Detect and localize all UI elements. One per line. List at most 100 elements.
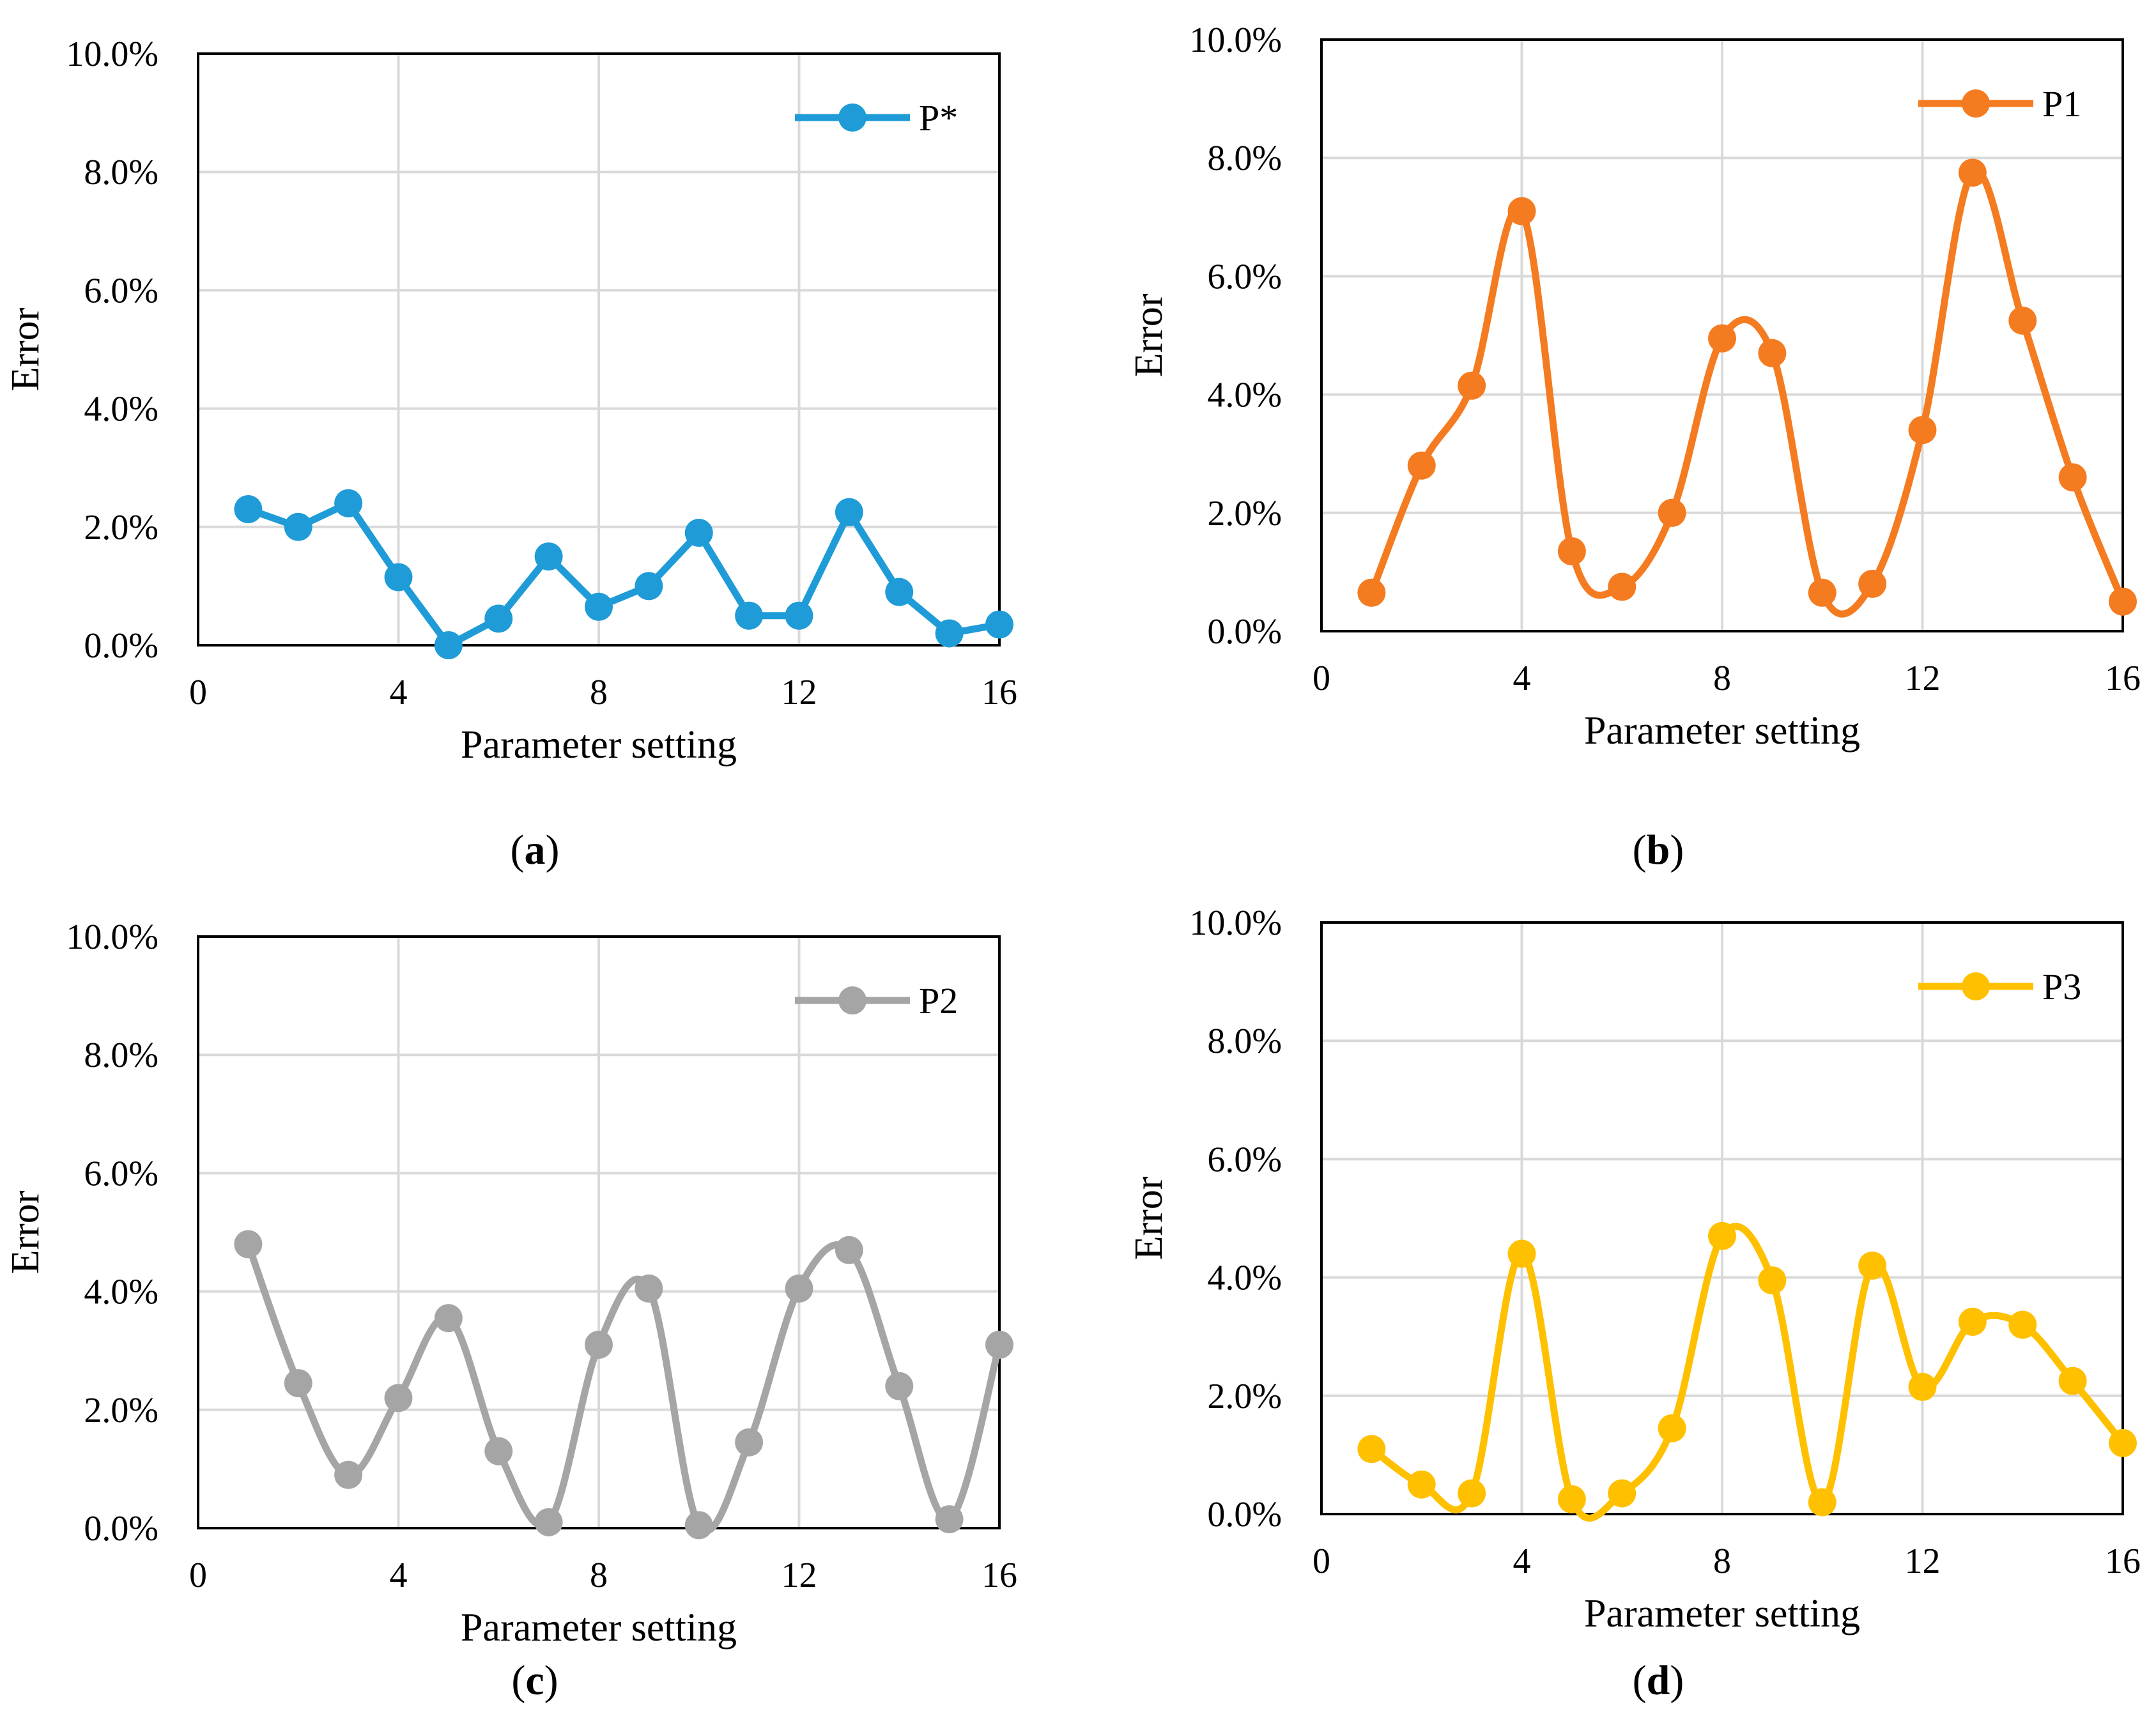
x-tick-label: 16 [2105,1542,2141,1581]
x-tick-label: 16 [982,673,1017,712]
y-tick-label: 0.0% [84,1509,158,1549]
legend-marker [1962,972,1990,1000]
x-axis-label: Parameter setting [1584,709,1860,753]
y-axis-label: Error [1127,293,1171,377]
data-point [484,604,513,633]
x-tick-label: 0 [1313,1542,1330,1581]
data-point [1858,1252,1887,1280]
series-line-P1 [1367,167,2127,618]
data-point [635,572,663,601]
data-point [534,542,563,571]
data-point [1958,1308,1987,1336]
data-point [935,1505,964,1534]
y-tick-label: 10.0% [1189,903,1282,943]
plot-area-frame [1320,921,2124,1515]
legend-label: P1 [2042,83,2081,125]
y-tick-label: 8.0% [84,153,158,192]
data-point [585,592,613,621]
data-point [1658,498,1686,527]
data-point [1908,416,1937,445]
data-point [735,1428,764,1457]
x-tick-label: 12 [782,1556,817,1595]
data-point [1557,1485,1586,1513]
data-point [885,1372,914,1400]
data-point [1357,578,1386,607]
data-point [684,519,713,547]
y-axis-label: Error [4,1190,47,1274]
x-axis-label: Parameter setting [1584,1592,1860,1635]
y-tick-label: 8.0% [84,1036,158,1075]
x-tick-label: 4 [390,1556,408,1595]
panel-caption: (a) [511,827,560,873]
y-tick-label: 4.0% [84,1273,158,1312]
x-tick-label: 4 [390,673,408,712]
data-point [1557,537,1586,565]
data-point [1808,1488,1836,1517]
y-tick-label: 10.0% [1189,20,1282,60]
data-point [2109,587,2137,616]
data-point [1608,572,1636,601]
data-point [985,610,1013,639]
y-tick-label: 10.0% [66,34,158,74]
data-point [1608,1479,1636,1508]
data-point [1407,1470,1436,1499]
data-point [1507,197,1536,226]
data-point [1858,569,1887,598]
data-point [1458,371,1486,400]
y-tick-label: 10.0% [66,917,158,957]
x-tick-label: 4 [1513,659,1531,698]
y-axis-label: Error [1127,1176,1171,1260]
y-tick-label: 0.0% [1207,612,1282,652]
y-tick-label: 0.0% [1207,1495,1282,1535]
data-point [585,1330,613,1359]
y-tick-label: 6.0% [1207,257,1282,296]
data-point [1407,451,1436,480]
x-tick-label: 0 [189,1556,207,1595]
data-point [1758,1266,1787,1295]
x-tick-label: 12 [1905,659,1941,698]
data-point [1908,1372,1937,1401]
data-point [434,631,463,659]
data-point [785,601,813,630]
y-tick-label: 0.0% [84,626,158,666]
data-point [2008,1310,2037,1339]
data-point [334,1460,363,1489]
x-tick-label: 4 [1513,1542,1531,1581]
legend-marker [838,103,866,132]
data-point [2008,306,2037,335]
plot-area-frame [1320,38,2124,632]
data-point [785,1274,813,1303]
y-tick-label: 4.0% [84,390,158,429]
legend-marker [838,986,866,1014]
x-tick-label: 0 [189,673,207,712]
data-point [1507,1239,1536,1268]
x-axis-label: Parameter setting [461,723,737,767]
data-point [1357,1435,1386,1464]
chart-panel-c: 0.0% 2.0% 4.0% 6.0% 8.0% 10.0% 0 4 8 12 16 Paramete… [4,917,1017,1704]
y-tick-label: 2.0% [1207,1377,1282,1416]
x-tick-label: 12 [1905,1542,1941,1581]
series-line-P* [244,500,1003,649]
data-point [885,578,914,606]
data-point [484,1437,513,1466]
y-tick-label: 2.0% [84,1391,158,1430]
data-point [534,1508,563,1536]
chart-panel-b: 0.0% 2.0% 4.0% 6.0% 8.0% 10.0% 0 4 8 12 16 Paramete… [1127,20,2141,873]
data-point [1808,578,1836,607]
data-point [2109,1428,2137,1457]
data-point [434,1304,463,1333]
x-tick-label: 16 [2105,659,2141,698]
data-point [1708,324,1736,353]
data-point [835,498,863,526]
data-point [735,601,764,630]
data-point [234,495,263,524]
data-point [2058,1366,2087,1395]
y-tick-label: 8.0% [1207,1022,1282,1061]
series-line-P3 [1367,1223,2127,1522]
y-tick-label: 4.0% [1207,376,1282,415]
data-point [334,489,363,517]
x-tick-label: 8 [1713,659,1731,698]
y-tick-label: 2.0% [1207,494,1282,533]
x-tick-label: 16 [982,1556,1017,1595]
